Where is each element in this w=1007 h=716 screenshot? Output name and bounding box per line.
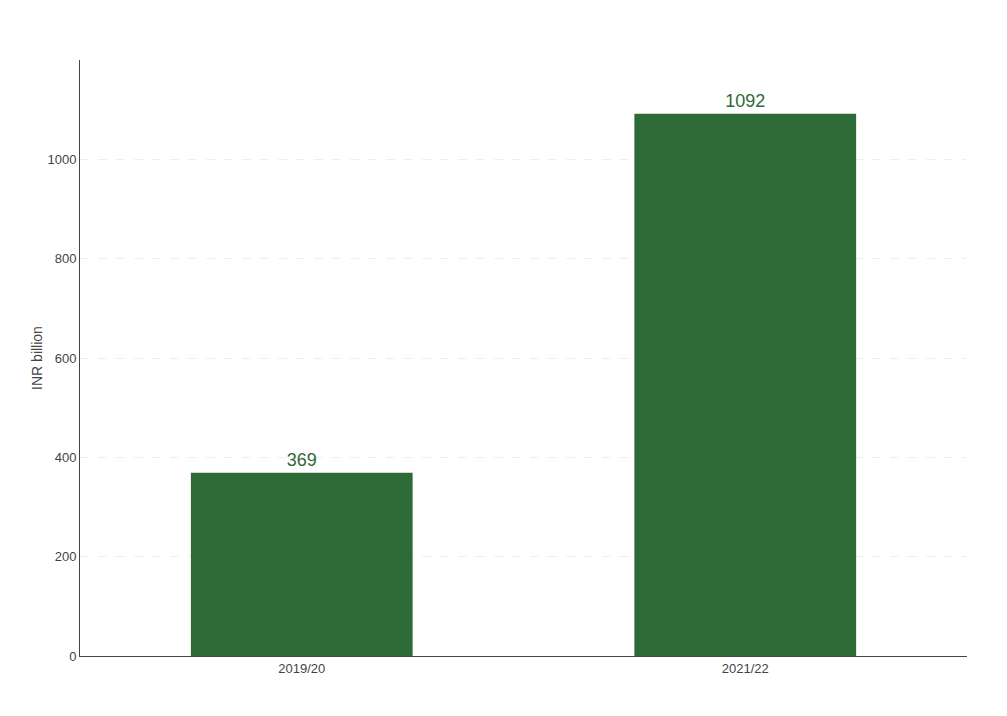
svg-text:400: 400 [55,450,77,465]
svg-text:200: 200 [55,549,77,564]
svg-text:800: 800 [55,251,77,266]
svg-text:1092: 1092 [725,91,765,111]
svg-text:600: 600 [55,351,77,366]
svg-text:2021/22: 2021/22 [722,661,769,676]
svg-text:INR billion: INR billion [29,326,45,390]
svg-text:1000: 1000 [47,152,76,167]
svg-text:0: 0 [69,649,76,664]
svg-text:369: 369 [287,450,317,470]
svg-text:2019/20: 2019/20 [278,661,325,676]
